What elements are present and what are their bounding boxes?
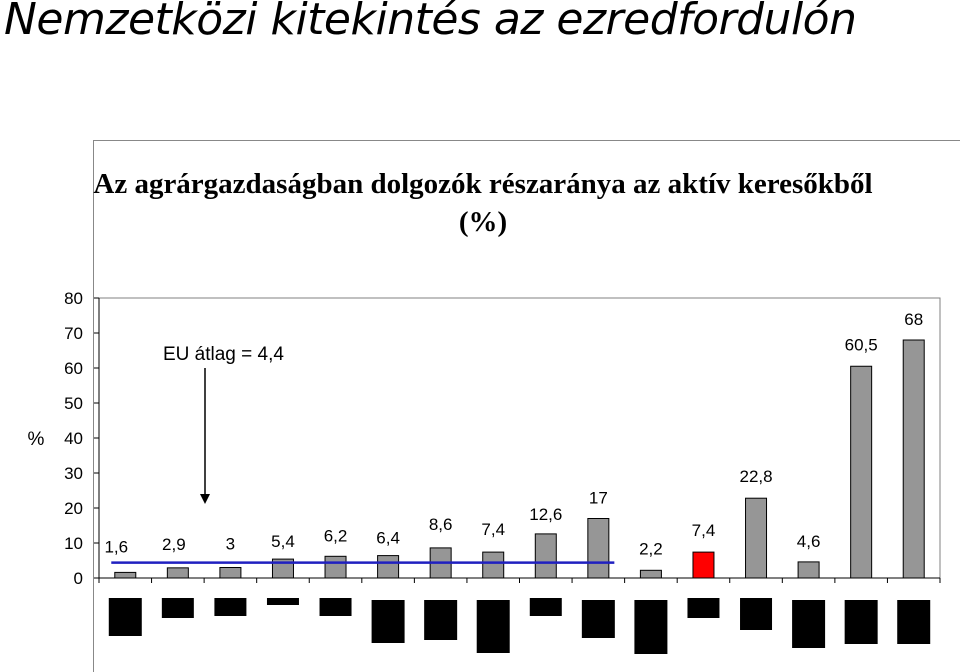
- country-flag-image: [371, 600, 405, 643]
- annotation-arrowhead: [200, 494, 210, 504]
- bar: [587, 518, 610, 579]
- y-tick-label: 60: [64, 359, 83, 378]
- y-axis-label: %: [28, 429, 45, 450]
- country-flag-image: [161, 598, 194, 618]
- bar: [850, 365, 873, 579]
- data-label: 7,4: [481, 520, 505, 539]
- bar: [219, 567, 242, 579]
- bar: [114, 571, 137, 579]
- data-label: 7,4: [692, 521, 716, 540]
- y-tick-label: 20: [64, 499, 83, 518]
- y-tick-label: 70: [64, 324, 83, 343]
- data-label: 1,6: [104, 537, 128, 556]
- data-label: 2,9: [162, 535, 186, 554]
- country-flag-image: [266, 598, 299, 605]
- data-label: 4,6: [797, 532, 821, 551]
- country-flag-image: [424, 600, 458, 640]
- country-flag-image: [319, 598, 352, 616]
- y-tick-label: 30: [64, 464, 83, 483]
- country-flag-image: [792, 600, 826, 648]
- bar: [482, 551, 505, 579]
- data-label: 68: [904, 310, 923, 329]
- country-flag-image: [897, 600, 931, 644]
- bar: [377, 555, 400, 579]
- bar-highlight: [692, 551, 715, 579]
- country-flag-image: [634, 600, 668, 654]
- eu-average-label: EU átlag = 4,4: [163, 344, 284, 365]
- data-label: 3: [226, 535, 235, 554]
- y-tick-label: 50: [64, 394, 83, 413]
- data-label: 60,5: [845, 335, 878, 354]
- data-label: 6,4: [376, 529, 400, 548]
- y-tick-label: 40: [64, 429, 83, 448]
- chart-title: Az agrárgazdaságban dolgozók részaránya …: [93, 168, 873, 238]
- bar: [902, 339, 925, 579]
- bar: [534, 533, 557, 579]
- data-label: 8,6: [429, 515, 453, 534]
- bar: [745, 497, 768, 579]
- y-tick-label: 10: [64, 534, 83, 553]
- y-tick-label: 0: [74, 569, 83, 588]
- country-flag-image: [214, 598, 247, 616]
- country-flag-image: [108, 598, 142, 636]
- country-flag-image: [581, 600, 615, 638]
- data-label: 5,4: [271, 532, 295, 551]
- data-label: 6,2: [324, 526, 348, 545]
- data-label: 22,8: [739, 467, 772, 486]
- bar: [797, 561, 820, 579]
- data-label: 2,2: [639, 539, 663, 558]
- bar: [639, 569, 662, 579]
- data-label: 17: [589, 489, 608, 508]
- country-flag-image: [844, 600, 878, 644]
- country-flag-image: [740, 598, 773, 630]
- country-flag-image: [687, 598, 720, 618]
- bar: [166, 567, 189, 579]
- data-label: 12,6: [529, 505, 562, 524]
- slide-title: Nemzetközi kitekintés az ezredfordulón: [4, 0, 857, 45]
- y-tick-label: 80: [64, 289, 83, 308]
- chart-frame: [93, 140, 960, 672]
- country-flag-image: [476, 600, 510, 653]
- bar: [324, 555, 347, 579]
- country-flag-image: [529, 598, 562, 616]
